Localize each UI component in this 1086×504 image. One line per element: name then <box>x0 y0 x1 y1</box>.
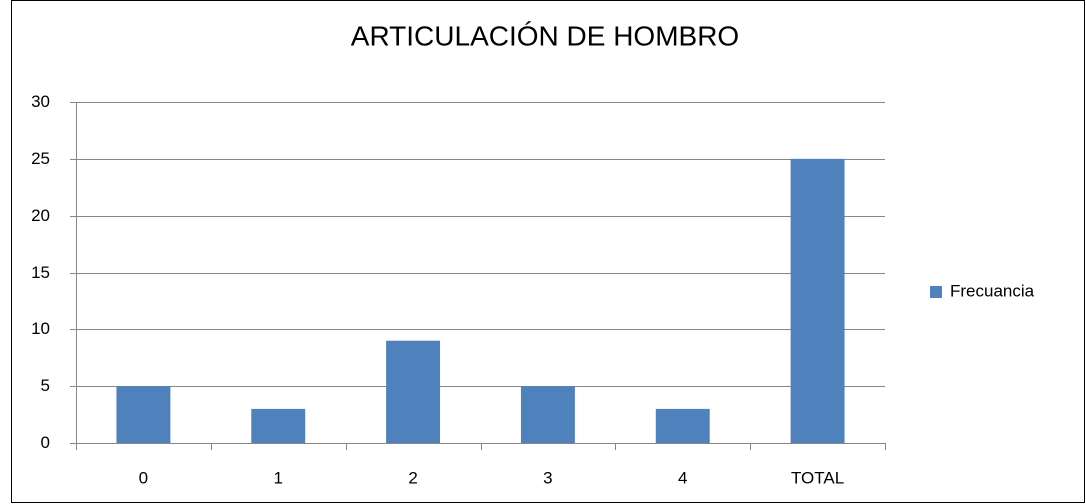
x-tick-label: TOTAL <box>791 468 844 487</box>
y-tick-label: 25 <box>31 149 50 168</box>
y-tick-label: 15 <box>31 263 50 282</box>
y-tick-label: 0 <box>41 433 50 452</box>
x-tick-label: 0 <box>139 468 148 487</box>
bar <box>386 340 441 443</box>
y-tick-label: 30 <box>31 92 50 111</box>
legend-label: Frecuancia <box>950 281 1035 300</box>
x-tick-label: 3 <box>543 468 552 487</box>
legend-swatch <box>930 286 942 298</box>
y-tick-label: 10 <box>31 319 50 338</box>
bar <box>520 386 575 443</box>
y-tick-label: 5 <box>41 376 50 395</box>
bar <box>655 408 710 443</box>
y-tick-label: 20 <box>31 206 50 225</box>
bar <box>790 158 845 444</box>
x-tick-label: 4 <box>678 468 687 487</box>
chart-title: ARTICULACIÓN DE HOMBRO <box>351 20 739 51</box>
x-tick-label: 2 <box>408 468 417 487</box>
x-tick-label: 1 <box>274 468 283 487</box>
bar <box>116 386 171 443</box>
bar <box>251 408 306 443</box>
